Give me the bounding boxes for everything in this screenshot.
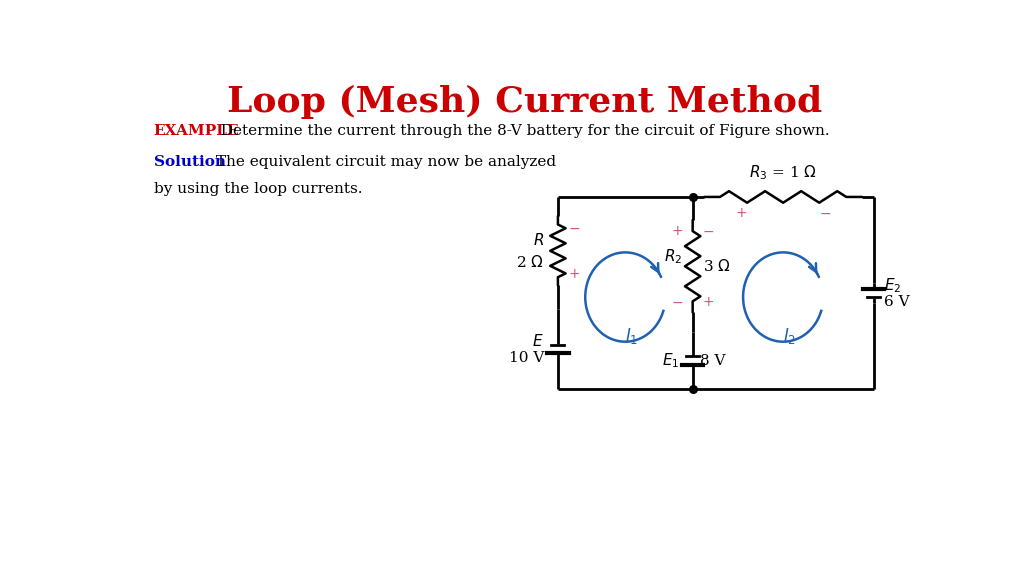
Text: $E$: $E$ <box>532 334 544 349</box>
Text: $+$: $+$ <box>735 206 746 220</box>
Text: $+$: $+$ <box>702 294 714 309</box>
Text: $-$: $-$ <box>671 294 683 309</box>
Text: 10 V: 10 V <box>509 351 544 365</box>
Text: $R$: $R$ <box>532 232 544 248</box>
Text: $-$: $-$ <box>819 206 831 220</box>
Text: $E_2$: $E_2$ <box>884 276 901 295</box>
Text: 6 V: 6 V <box>884 295 909 309</box>
Text: 8 V: 8 V <box>700 354 726 367</box>
Text: Solution: Solution <box>154 154 225 169</box>
Text: The equivalent circuit may now be analyzed: The equivalent circuit may now be analyz… <box>211 154 556 169</box>
Text: $E_1$: $E_1$ <box>663 351 680 370</box>
Text: 2 $\Omega$: 2 $\Omega$ <box>516 253 544 270</box>
Text: $R_2$: $R_2$ <box>665 248 683 266</box>
Text: $I_1$: $I_1$ <box>625 326 638 346</box>
Text: $+$: $+$ <box>568 267 580 281</box>
Text: $-$: $-$ <box>702 224 714 238</box>
Text: EXAMPLE: EXAMPLE <box>154 124 240 138</box>
Text: $-$: $-$ <box>568 221 580 235</box>
Text: Loop (Mesh) Current Method: Loop (Mesh) Current Method <box>227 85 822 119</box>
Text: $I_2$: $I_2$ <box>782 326 796 346</box>
Text: Determine the current through the 8-V battery for the circuit of Figure shown.: Determine the current through the 8-V ba… <box>211 124 830 138</box>
Text: 3 $\Omega$: 3 $\Omega$ <box>702 258 730 274</box>
Text: $+$: $+$ <box>671 224 683 238</box>
Text: by using the loop currents.: by using the loop currents. <box>154 181 362 195</box>
Text: $R_3$ = 1 $\Omega$: $R_3$ = 1 $\Omega$ <box>750 163 817 181</box>
